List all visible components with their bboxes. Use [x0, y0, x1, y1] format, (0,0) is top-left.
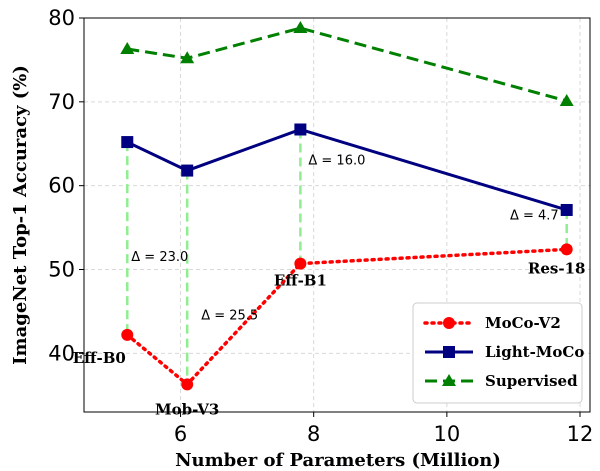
- series-line-supervised: [127, 26, 568, 103]
- legend-swatch-marker: [442, 374, 456, 386]
- x-tick-label: 8: [307, 422, 320, 446]
- data-point-supervised: [293, 21, 308, 34]
- y-tick-label: 80: [48, 6, 75, 30]
- legend-entry-label: Light-MoCo: [485, 343, 584, 361]
- legend-swatch-marker: [443, 346, 455, 358]
- y-tick-label: 50: [48, 257, 75, 281]
- plot-frame: [83, 17, 591, 413]
- delta-label: Δ = 23.0: [131, 250, 188, 265]
- series-line-light-moco: [126, 127, 568, 212]
- model-label: Mob-V3: [155, 400, 219, 418]
- data-point-light-moco: [121, 136, 134, 149]
- delta-label: Δ = 4.7: [510, 209, 559, 224]
- data-point-supervised: [559, 93, 574, 106]
- data-point-light-moco: [181, 164, 194, 177]
- legend-entry-label: Supervised: [485, 372, 578, 390]
- x-tick-label: 6: [174, 422, 187, 446]
- legend-entry-label: MoCo-V2: [485, 314, 561, 332]
- delta-label: Δ = 25.5: [201, 308, 258, 323]
- model-label: Res-18: [528, 259, 586, 277]
- legend-swatch-marker: [443, 317, 455, 329]
- y-tick-label: 40: [48, 341, 75, 365]
- y-tick-label: 70: [48, 90, 75, 114]
- delta-connectors: [126, 129, 568, 385]
- series-markers: [120, 21, 574, 391]
- series-line-moco-v2: [125, 247, 569, 387]
- y-tick-label: 60: [48, 174, 75, 198]
- x-tick-label: 12: [567, 422, 594, 446]
- series-lines: [125, 26, 569, 387]
- data-point-light-moco: [560, 203, 573, 216]
- data-point-supervised: [180, 51, 195, 64]
- data-point-moco-v2: [121, 328, 134, 341]
- grid: [84, 17, 590, 412]
- delta-label: Δ = 16.0: [308, 154, 365, 169]
- data-point-moco-v2: [294, 257, 307, 270]
- data-point-moco-v2: [560, 243, 573, 256]
- y-axis-title: ImageNet Top-1 Accuracy (%): [10, 65, 31, 365]
- legend-box: [412, 302, 583, 404]
- data-point-moco-v2: [181, 378, 194, 391]
- data-point-supervised: [120, 42, 135, 55]
- x-tick-label: 10: [433, 422, 460, 446]
- axis-ticks: 6 8 10 12 40 50 60 70 80: [48, 6, 593, 446]
- model-label: Eff-B0: [73, 349, 126, 367]
- x-axis-title: Number of Parameters (Million): [175, 450, 501, 471]
- legend: MoCo-V2 Light-MoCo Supervised: [412, 302, 584, 404]
- model-label: Eff-B1: [274, 272, 327, 290]
- annotations: Eff-B0 Mob-V3 Eff-B1 Res-18 Δ = 23.0 Δ = 25.5…: [73, 154, 586, 419]
- data-point-light-moco: [294, 123, 307, 136]
